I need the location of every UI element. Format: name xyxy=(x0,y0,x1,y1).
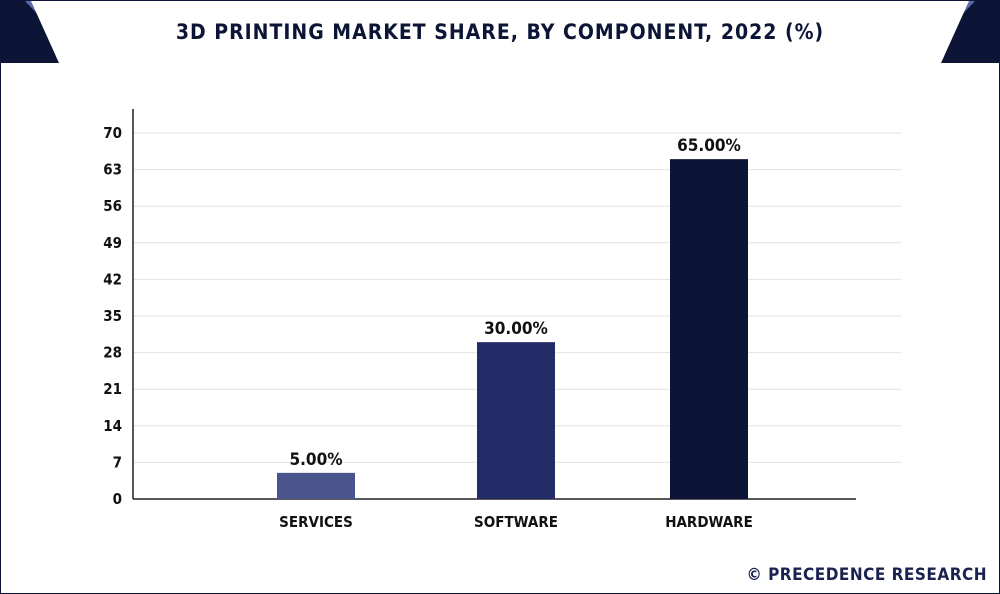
y-tick-labels: 0 7 14 21 28 35 42 49 56 63 70 xyxy=(103,124,122,508)
bar-software xyxy=(477,342,555,499)
title-banner-shape xyxy=(25,1,975,63)
copyright-watermark: © PRECEDENCE RESEARCH xyxy=(746,565,987,585)
bar-services xyxy=(277,472,355,499)
bar-chart: 0 7 14 21 28 35 42 49 56 63 70 5.00% 30.00% 65.00% S… xyxy=(103,109,901,531)
bars xyxy=(277,159,748,499)
y-tick-label: 28 xyxy=(103,344,122,362)
title-banner: 3D PRINTING MARKET SHARE, BY COMPONENT, … xyxy=(1,1,999,63)
x-tick-labels: SERVICES SOFTWARE HARDWARE xyxy=(279,513,753,531)
y-tick-label: 35 xyxy=(103,307,122,325)
y-tick-label: 0 xyxy=(113,490,122,508)
data-label-hardware: 65.00% xyxy=(677,136,741,156)
y-tick-label: 21 xyxy=(103,380,122,398)
x-tick-label-hardware: HARDWARE xyxy=(665,513,753,531)
y-tick-label: 49 xyxy=(103,234,122,252)
chart-title: 3D PRINTING MARKET SHARE, BY COMPONENT, … xyxy=(175,20,825,44)
y-tick-label: 14 xyxy=(103,417,122,435)
x-tick-label-services: SERVICES xyxy=(279,513,353,531)
y-tick-label: 42 xyxy=(103,270,122,288)
y-tick-label: 56 xyxy=(103,197,122,215)
data-label-services: 5.00% xyxy=(289,450,342,470)
data-labels: 5.00% 30.00% 65.00% xyxy=(289,136,740,470)
x-tick-label-software: SOFTWARE xyxy=(474,513,558,531)
bar-hardware xyxy=(670,159,748,499)
y-tick-label: 63 xyxy=(103,161,122,179)
y-tick-label: 7 xyxy=(113,453,122,471)
data-label-software: 30.00% xyxy=(484,319,548,339)
y-tick-label: 70 xyxy=(103,124,122,142)
